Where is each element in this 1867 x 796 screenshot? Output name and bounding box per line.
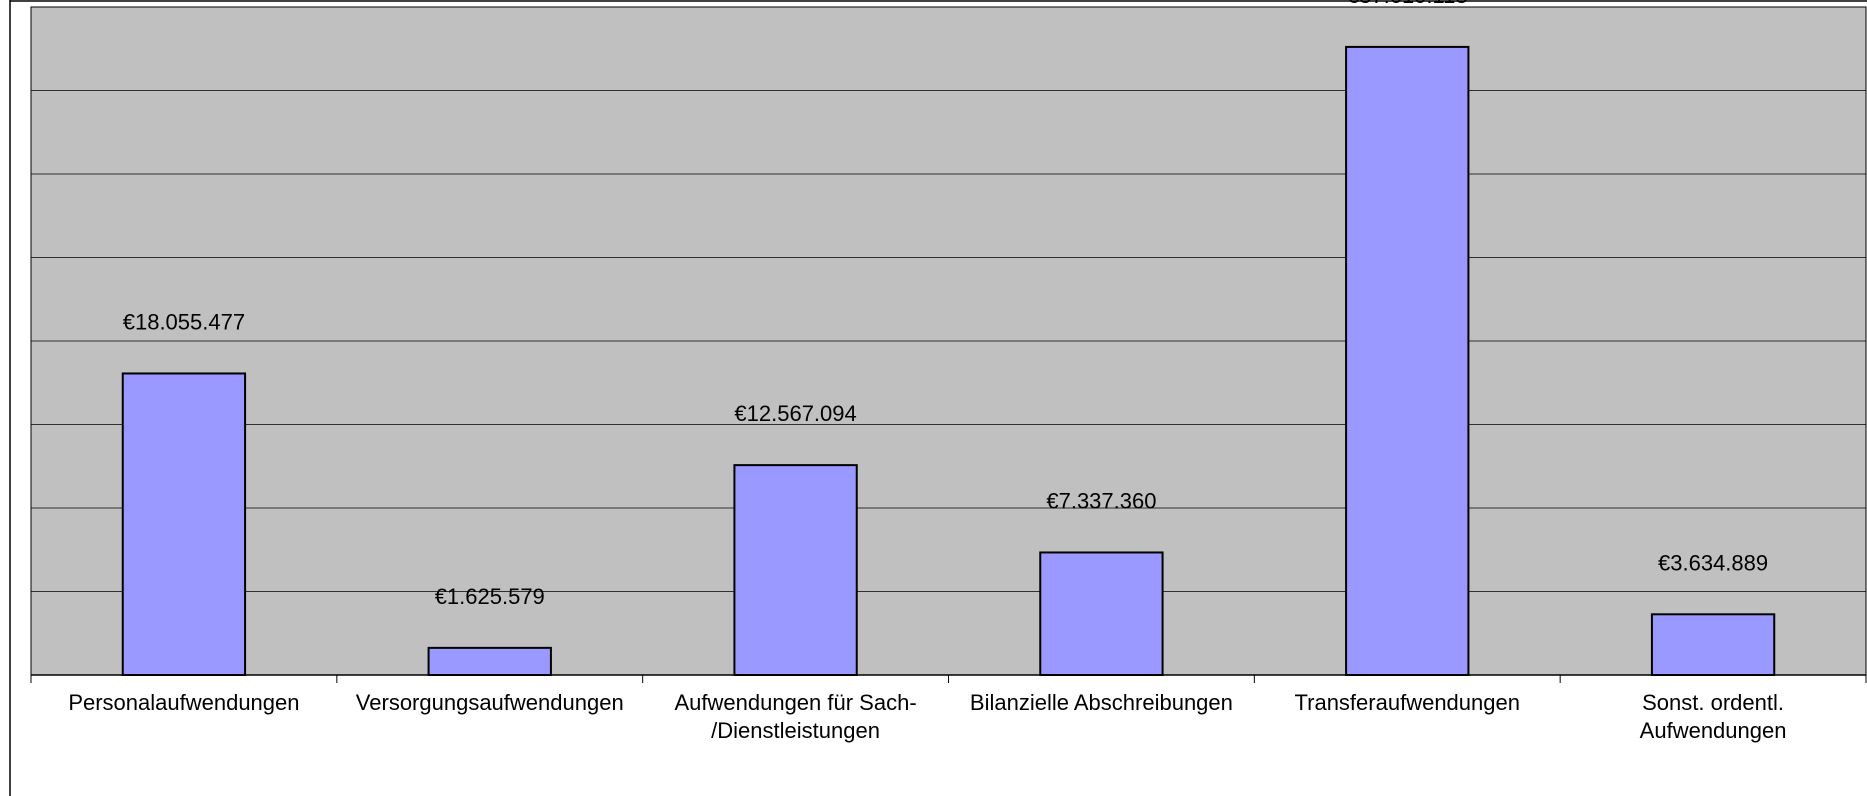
value-label: €18.055.477 [123, 309, 245, 334]
value-label: €12.567.094 [734, 401, 856, 426]
value-label: €3.634.889 [1658, 550, 1768, 575]
value-label: €7.337.360 [1046, 488, 1156, 513]
x-tick-label: Transferaufwendungen [1294, 690, 1520, 715]
value-label: €37.610.118 [1347, 0, 1468, 8]
bar [121, 372, 247, 676]
bar [427, 646, 552, 677]
x-tick-label: Bilanzielle Abschreibungen [969, 690, 1233, 715]
x-tick-label: Aufwendungen für Sach- /Dienstleistungen [674, 690, 917, 743]
x-tick-label: Personalaufwendungen [68, 690, 300, 715]
bar [733, 464, 858, 676]
x-tick-label: Versorgungsaufwendungen [355, 690, 624, 715]
bar [1345, 45, 1470, 677]
bar [1039, 551, 1164, 676]
bar [1650, 613, 1776, 677]
x-tick-label: Sonst. ordentl. Aufwendungen [1639, 690, 1787, 743]
value-label: €1.625.579 [435, 584, 545, 609]
